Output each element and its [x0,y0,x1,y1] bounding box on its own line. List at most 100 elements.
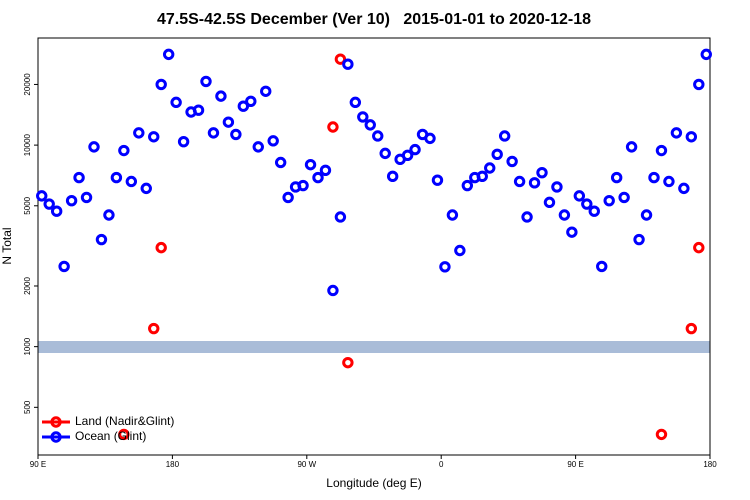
y-tick-label: 2000 [23,277,32,295]
data-point [155,78,167,91]
data-point [491,148,503,161]
data-point [484,162,496,174]
plot-frame [37,37,711,456]
data-point [678,182,690,195]
data-point [610,171,623,184]
data-point [618,191,630,204]
data-point [260,85,272,97]
y-tick-label: 20000 [23,73,32,96]
data-point [357,111,369,123]
data-point [162,48,175,61]
y-tick-label: 5000 [23,196,32,214]
data-point [252,141,264,153]
data-point [685,322,698,335]
data-point [237,100,250,112]
data-point [558,209,571,221]
data-point [693,78,705,91]
data-point [95,233,108,246]
data-point [543,196,556,209]
data-point [65,194,78,207]
data-point [379,147,391,160]
data-point [110,171,123,184]
data-point [596,260,608,273]
y-tick-label: 1000 [23,337,32,355]
data-point [312,171,324,184]
data-point [342,356,354,369]
data-point [125,175,138,188]
data-point [118,428,130,441]
data-point [401,149,414,162]
data-point [334,53,347,65]
data-point [148,322,160,335]
x-tick-label: 0 [439,460,444,469]
data-point [36,190,48,202]
data-point [245,95,257,107]
data-point [192,104,205,116]
data-point [536,166,548,179]
legend-marker [50,416,62,428]
coverage-band [38,341,710,353]
data-point [700,48,712,61]
data-point [215,90,227,102]
y-tick-label: 500 [23,400,32,414]
data-point [327,121,339,133]
data-point [566,226,578,238]
data-point [88,141,100,153]
data-point [655,428,668,441]
data-point [670,127,683,139]
data-point [431,174,444,186]
y-axis-label: N Total [0,227,14,264]
legend-marker [50,431,62,443]
data-point [603,194,615,207]
data-point [80,191,93,204]
data-point [513,175,526,188]
data-point [446,209,459,221]
data-point [282,191,294,204]
data-point [334,211,347,223]
data-point [454,244,466,257]
x-tick-label: 90 E [30,460,46,469]
data-point [581,198,593,210]
data-point [655,144,668,157]
data-point [230,128,242,141]
data-point [663,175,675,188]
data-point [50,205,63,217]
data-point [304,158,317,171]
data-point [170,96,182,109]
legend-label: Land (Nadir&Glint) [75,414,174,428]
data-point [103,209,115,221]
data-point [386,170,399,183]
data-point [551,181,563,193]
data-point [633,233,645,246]
data-point [177,135,190,148]
data-point [297,179,309,192]
x-tick-label: 180 [166,460,180,469]
data-point [73,171,85,184]
data-point [476,170,488,183]
data-point [364,119,376,131]
data-point [319,164,332,176]
legend-label: Ocean (Glint) [75,429,146,443]
data-point [506,155,518,168]
data-point [43,198,55,210]
data-point [528,177,541,189]
data-point [342,58,354,70]
data-point [461,179,474,192]
data-point [222,116,235,128]
data-point [648,171,660,184]
data-point [327,284,339,297]
data-point [498,130,511,142]
data-point [409,143,421,156]
data-point [148,131,160,143]
x-axis-label: Longitude (deg E) [326,476,421,490]
y-tick-label: 10000 [23,133,32,156]
data-point [640,209,653,221]
data-point [573,190,586,202]
x-tick-label: 90 W [297,460,316,469]
data-point [133,127,145,139]
data-point [207,127,220,139]
data-point [58,260,70,273]
data-point [200,75,212,88]
data-point [155,241,167,254]
